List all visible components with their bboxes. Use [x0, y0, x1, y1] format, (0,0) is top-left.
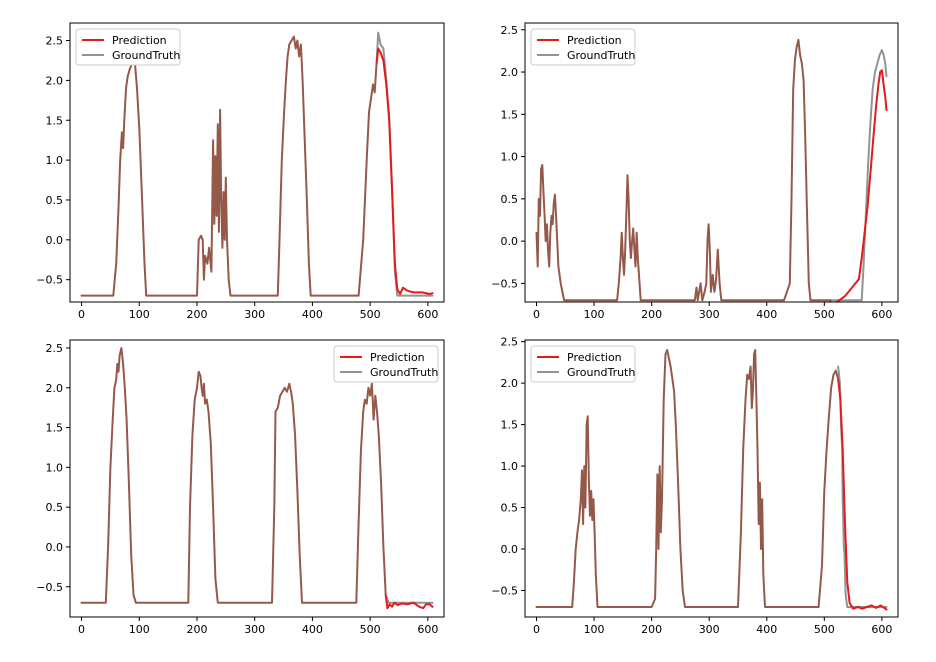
- plot-area: [80, 347, 434, 610]
- y-tick-label: 2.5: [46, 35, 64, 48]
- legend-label-groundtruth: GroundTruth: [370, 366, 438, 379]
- legend-label-prediction: Prediction: [567, 34, 622, 47]
- y-tick-label: 1.5: [46, 114, 64, 127]
- y-tick-label: 2.5: [501, 24, 519, 37]
- y-tick-label: −0.5: [491, 277, 518, 290]
- y-tick-label: 1.0: [501, 151, 519, 164]
- axes-frame: [69, 339, 445, 618]
- x-tick-label: 300: [244, 308, 265, 321]
- legend-label-groundtruth: GroundTruth: [567, 49, 635, 62]
- x-tick-label: 500: [814, 308, 835, 321]
- y-tick-label: 1.0: [501, 460, 519, 473]
- y-tick-label: 0.5: [46, 501, 64, 514]
- x-tick-label: 300: [244, 623, 265, 636]
- y-tick-label: 1.0: [46, 154, 64, 167]
- groundtruth-line: [829, 49, 888, 302]
- x-tick-label: 600: [417, 623, 438, 636]
- x-tick-label: 200: [641, 623, 662, 636]
- x-tick-label: 300: [699, 308, 720, 321]
- x-tick-label: 600: [871, 308, 892, 321]
- chart-bottom-left: 0 100 200 300 400 500 600 −0.5 0.0 0.5 1.0 1.5 2.0 2.…: [36, 339, 445, 636]
- y-tick-label: 2.0: [501, 66, 519, 79]
- x-tick-label: 0: [533, 308, 540, 321]
- overlap-line: [535, 349, 840, 608]
- prediction-line: [384, 593, 434, 610]
- groundtruth-line: [837, 365, 888, 608]
- legend-label-prediction: Prediction: [567, 351, 622, 364]
- y-tick-label: 0.5: [501, 502, 519, 515]
- x-tick-label: 200: [186, 623, 207, 636]
- y-tick-label: 2.0: [501, 377, 519, 390]
- y-tick-label: −0.5: [36, 274, 63, 287]
- legend-label-groundtruth: GroundTruth: [112, 49, 180, 62]
- x-tick-label: 0: [533, 623, 540, 636]
- y-tick-label: 1.5: [46, 422, 64, 435]
- groundtruth-line: [384, 593, 434, 604]
- prediction-line: [837, 378, 888, 611]
- x-tick-label: 0: [78, 623, 85, 636]
- x-tick-label: 400: [302, 308, 323, 321]
- overlap-line: [80, 347, 387, 604]
- overlap-line: [535, 38, 832, 302]
- legend: Prediction GroundTruth: [530, 28, 636, 66]
- x-tick-label: 200: [186, 308, 207, 321]
- x-tick-label: 0: [78, 308, 85, 321]
- x-tick-label: 100: [129, 623, 150, 636]
- legend-label-prediction: Prediction: [112, 34, 167, 47]
- legend: Prediction GroundTruth: [530, 345, 636, 383]
- axes-frame: [524, 22, 899, 303]
- x-tick-label: 600: [417, 308, 438, 321]
- y-tick-label: 0.0: [46, 541, 64, 554]
- y-tick-label: 1.5: [501, 419, 519, 432]
- prediction-line: [829, 69, 888, 302]
- axes-frame: [69, 22, 445, 303]
- y-tick-label: 0.5: [46, 194, 64, 207]
- legend: Prediction GroundTruth: [333, 345, 439, 383]
- plot-area: [535, 349, 888, 611]
- x-tick-label: 400: [756, 623, 777, 636]
- x-tick-label: 600: [871, 623, 892, 636]
- y-tick-label: 2.5: [501, 336, 519, 349]
- legend-label-groundtruth: GroundTruth: [567, 366, 635, 379]
- axes-frame: [524, 339, 899, 618]
- x-tick-label: 400: [756, 308, 777, 321]
- y-tick-label: 2.0: [46, 74, 64, 87]
- x-tick-label: 100: [584, 308, 605, 321]
- x-tick-label: 300: [699, 623, 720, 636]
- y-tick-label: −0.5: [36, 581, 63, 594]
- y-tick-label: 2.5: [46, 342, 64, 355]
- y-tick-label: −0.5: [491, 584, 518, 597]
- y-tick-label: 1.0: [46, 461, 64, 474]
- legend-label-prediction: Prediction: [370, 351, 425, 364]
- x-tick-label: 100: [129, 308, 150, 321]
- y-tick-label: 0.5: [501, 193, 519, 206]
- y-tick-label: 1.5: [501, 108, 519, 121]
- plot-area: [80, 31, 434, 297]
- legend: Prediction GroundTruth: [75, 28, 181, 66]
- prediction-line: [375, 47, 434, 295]
- x-tick-label: 200: [641, 308, 662, 321]
- y-tick-label: 0.0: [501, 235, 519, 248]
- plot-area: [535, 38, 888, 302]
- y-tick-label: 0.0: [46, 234, 64, 247]
- y-tick-label: 2.0: [46, 382, 64, 395]
- y-tick-label: 0.0: [501, 543, 519, 556]
- overlap-line: [80, 35, 378, 297]
- x-tick-label: 500: [360, 308, 381, 321]
- x-tick-label: 500: [814, 623, 835, 636]
- x-tick-label: 500: [360, 623, 381, 636]
- chart-top-left: 0 100 200 300 400 500 600 −0.5 0.0 0.5 1.0 1.5 2.0 2.…: [36, 22, 445, 321]
- x-tick-label: 400: [302, 623, 323, 636]
- chart-bottom-right: 0 100 200 300 400 500 600 −0.5 0.0 0.5 1.0 1.5 2.0 2.…: [491, 336, 899, 636]
- chart-top-right: 0 100 200 300 400 500 600 −0.5 0.0 0.5 1.0 1.5 2.0 2.…: [491, 22, 899, 321]
- x-tick-label: 100: [584, 623, 605, 636]
